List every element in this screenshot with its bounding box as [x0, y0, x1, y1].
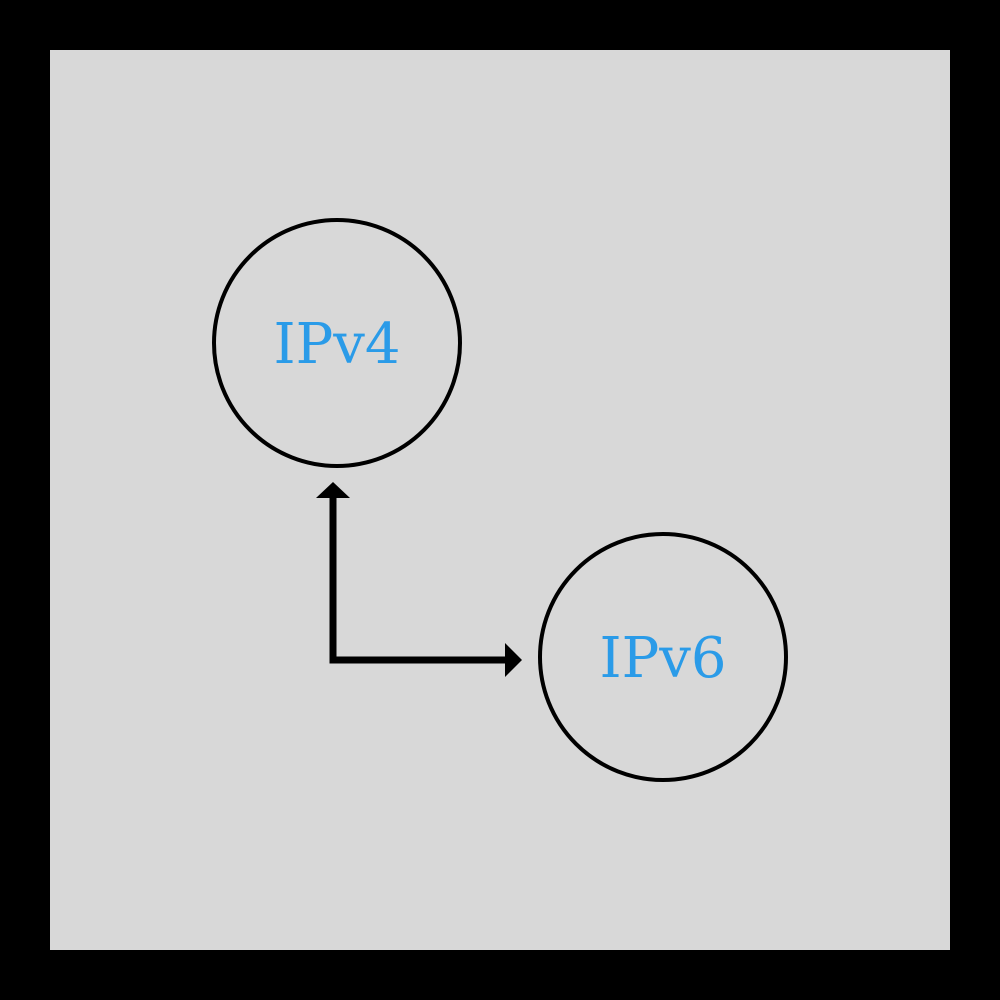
node-ipv6-circle: [538, 532, 788, 782]
edge-ipv4-ipv6: [316, 482, 522, 677]
diagram-canvas: [50, 50, 950, 950]
node-ipv6-label: IPv6: [599, 626, 726, 691]
node-ipv4-circle: [212, 218, 462, 468]
node-ipv4-label: IPv4: [273, 312, 400, 377]
edge-ipv4-ipv6-line: [329, 496, 506, 664]
arrowhead-right-icon: [505, 643, 522, 677]
node-ipv6: IPv6: [538, 532, 788, 782]
arrowhead-up-icon: [316, 482, 350, 498]
node-ipv4: IPv4: [212, 218, 462, 468]
